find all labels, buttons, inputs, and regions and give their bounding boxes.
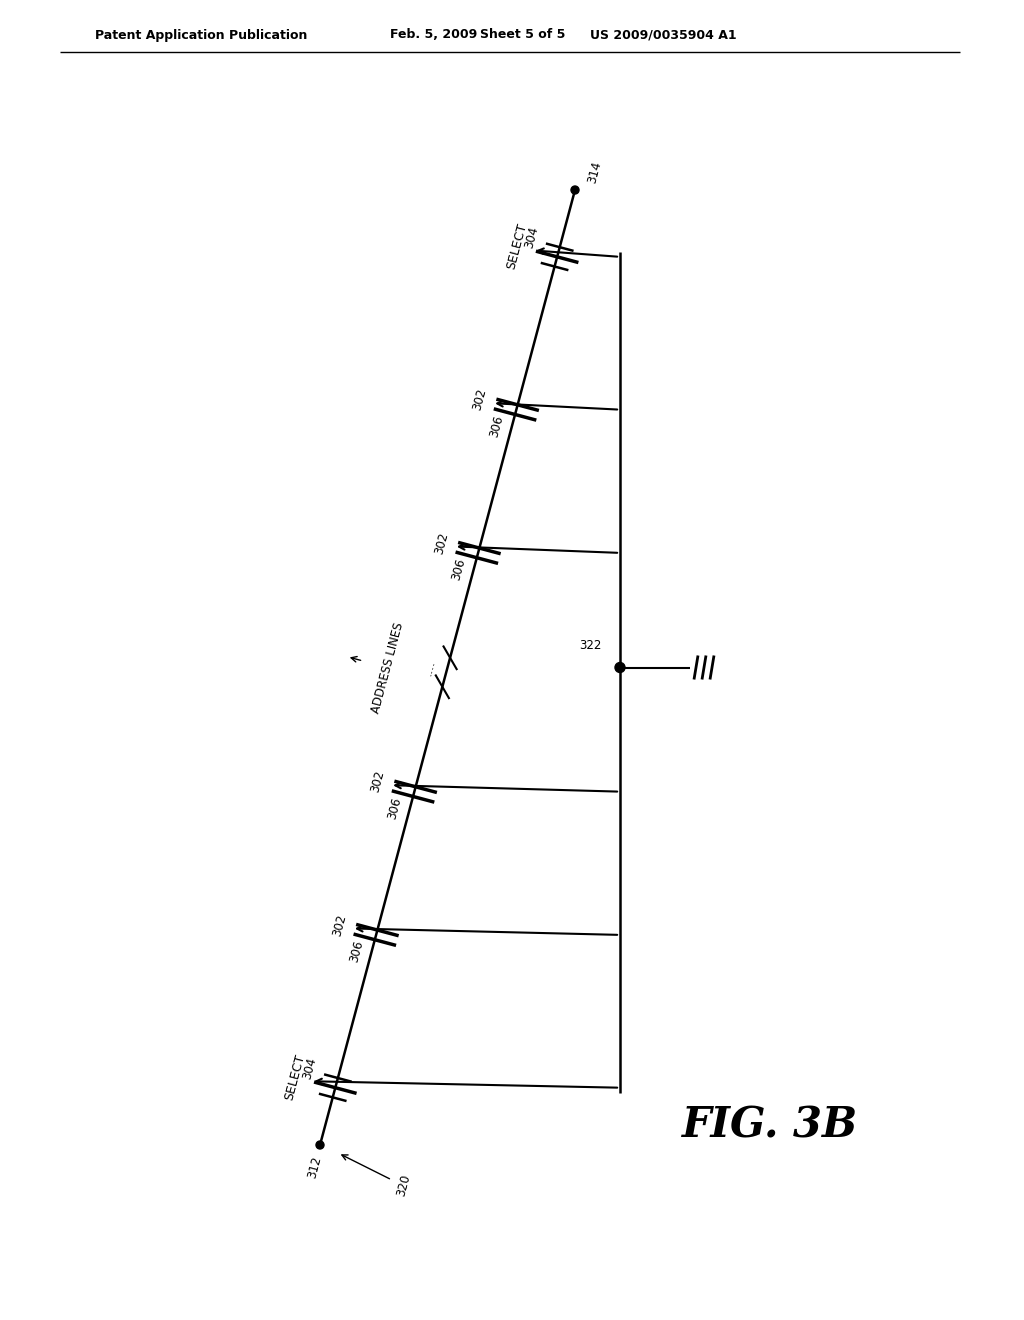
- Text: FIG. 3B: FIG. 3B: [682, 1104, 858, 1146]
- Text: 322: 322: [579, 639, 601, 652]
- Circle shape: [571, 186, 579, 194]
- Text: 302: 302: [330, 912, 348, 937]
- Text: ....: ....: [421, 659, 437, 677]
- Text: SELECT: SELECT: [504, 222, 529, 271]
- Text: 304: 304: [300, 1056, 318, 1081]
- Text: 306: 306: [386, 796, 404, 821]
- Text: US 2009/0035904 A1: US 2009/0035904 A1: [590, 29, 736, 41]
- Text: 312: 312: [306, 1155, 325, 1180]
- Text: Feb. 5, 2009: Feb. 5, 2009: [390, 29, 477, 41]
- Text: 302: 302: [369, 770, 387, 795]
- Text: 314: 314: [586, 160, 604, 185]
- Text: Patent Application Publication: Patent Application Publication: [95, 29, 307, 41]
- Text: 302: 302: [432, 531, 451, 556]
- Circle shape: [615, 663, 625, 672]
- Text: 306: 306: [487, 413, 506, 438]
- Circle shape: [316, 1140, 324, 1148]
- Text: 304: 304: [522, 226, 541, 249]
- Text: 306: 306: [347, 939, 366, 964]
- Text: SELECT: SELECT: [283, 1052, 307, 1101]
- Text: 302: 302: [470, 388, 488, 412]
- Text: ADDRESS LINES: ADDRESS LINES: [369, 620, 406, 714]
- Text: 320: 320: [395, 1172, 414, 1197]
- Text: Sheet 5 of 5: Sheet 5 of 5: [480, 29, 565, 41]
- Text: 306: 306: [450, 557, 468, 582]
